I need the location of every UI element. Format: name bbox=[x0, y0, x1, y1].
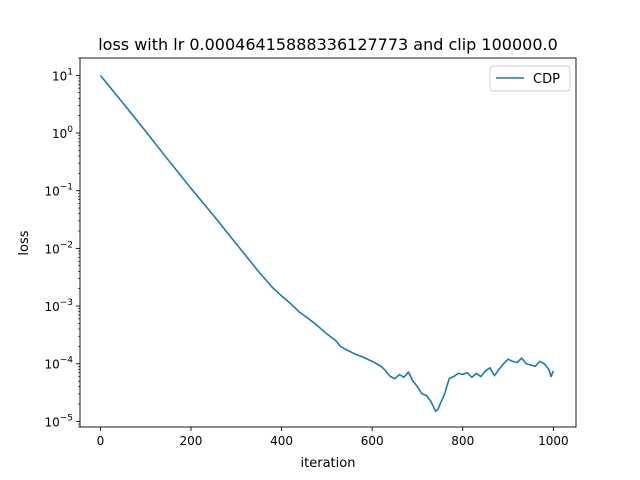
x-tick-label: 200 bbox=[180, 434, 203, 448]
y-tick-label: 10−4 bbox=[44, 356, 73, 372]
chart-title: loss with lr 0.00046415888336127773 and … bbox=[98, 35, 558, 54]
y-tick-label: 10−1 bbox=[44, 183, 73, 199]
series-line-cdp bbox=[99, 74, 555, 413]
x-tick-label: 600 bbox=[361, 434, 384, 448]
y-tick-label: 10−5 bbox=[44, 413, 73, 429]
x-tick-label: 0 bbox=[97, 434, 105, 448]
y-tick-label: 101 bbox=[52, 67, 73, 83]
x-tick-label: 1000 bbox=[538, 434, 569, 448]
legend-box bbox=[489, 65, 571, 92]
x-tick-label: 400 bbox=[270, 434, 293, 448]
y-axis-minor-ticks bbox=[78, 57, 80, 428]
y-tick-label: 10−2 bbox=[44, 240, 73, 256]
legend-label-cdp: CDP bbox=[533, 72, 560, 87]
y-axis-ticks: 10−5 10−4 10−3 10−2 10−1 100 101 bbox=[44, 67, 80, 429]
plot-area bbox=[99, 74, 555, 413]
y-axis-label: loss bbox=[17, 230, 32, 255]
x-tick-label: 800 bbox=[451, 434, 474, 448]
axes-frame bbox=[79, 57, 577, 428]
y-tick-label: 100 bbox=[52, 125, 73, 141]
x-axis-ticks: 0 200 400 600 800 1000 bbox=[97, 427, 569, 448]
y-tick-label: 10−3 bbox=[44, 298, 73, 314]
legend: CDP bbox=[489, 65, 571, 92]
x-axis-label: iteration bbox=[301, 456, 356, 471]
